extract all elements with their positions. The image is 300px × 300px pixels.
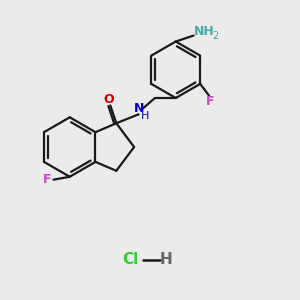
Text: O: O [103,93,114,106]
Text: F: F [206,94,215,108]
Text: 2: 2 [212,31,218,41]
Text: N: N [134,103,144,116]
Text: Cl: Cl [123,253,139,268]
Text: NH: NH [194,25,214,38]
Text: F: F [43,173,52,186]
Text: H: H [160,253,173,268]
Text: H: H [141,111,149,121]
